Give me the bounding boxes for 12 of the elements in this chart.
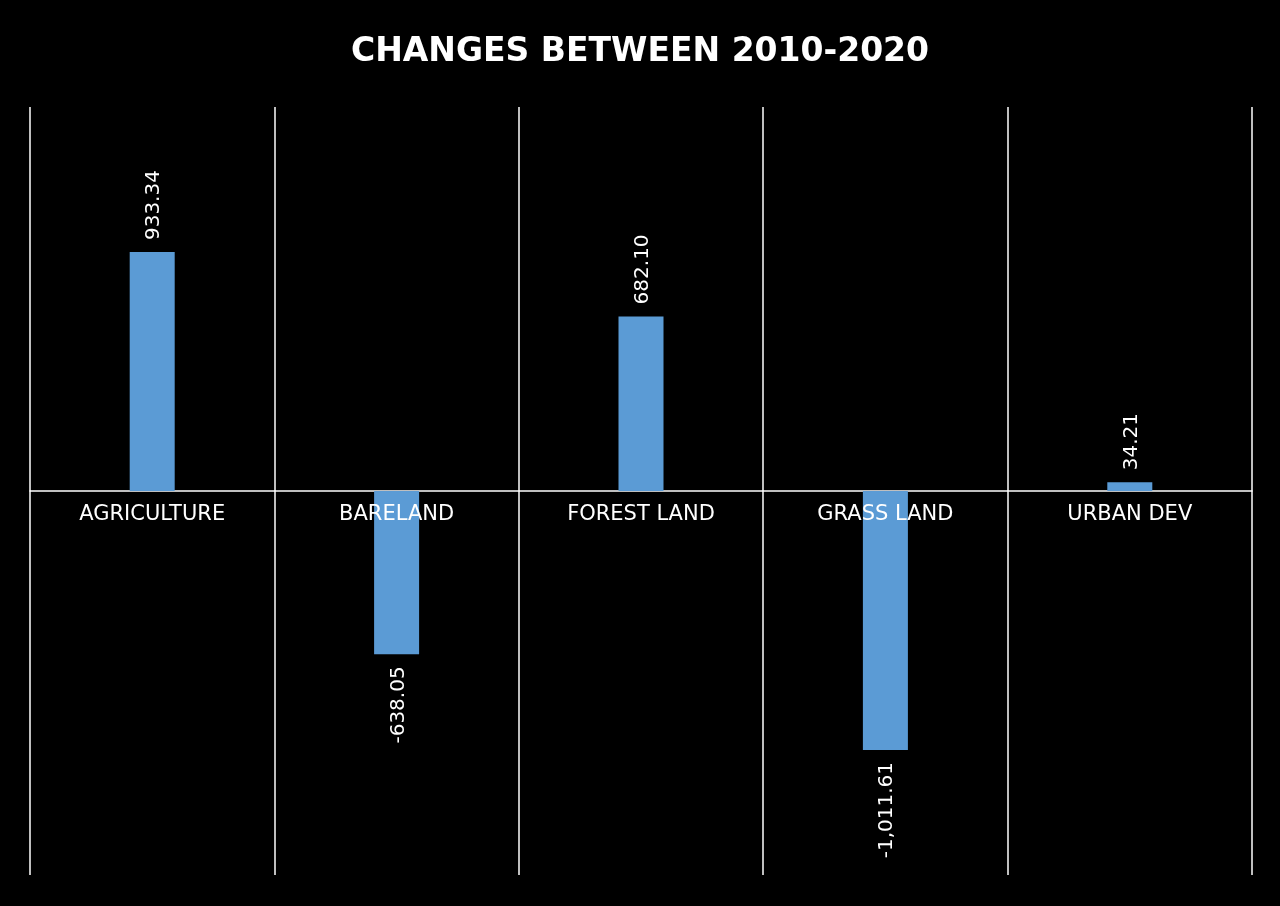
x-tick-label: AGRICULTURE — [79, 501, 226, 525]
data-label: 682.10 — [629, 234, 653, 305]
x-tick-label: FOREST LAND — [567, 501, 715, 525]
x-tick-label: URBAN DEV — [1067, 501, 1193, 525]
bar — [1107, 482, 1153, 491]
data-label: -1,011.61 — [873, 761, 898, 859]
bar — [129, 252, 175, 491]
data-label: 933.34 — [140, 170, 165, 241]
data-label: -638.05 — [384, 666, 409, 744]
chart-title: CHANGES BETWEEN 2010-2020 — [350, 30, 930, 69]
bar — [618, 316, 664, 491]
data-label: 34.21 — [1117, 412, 1142, 471]
